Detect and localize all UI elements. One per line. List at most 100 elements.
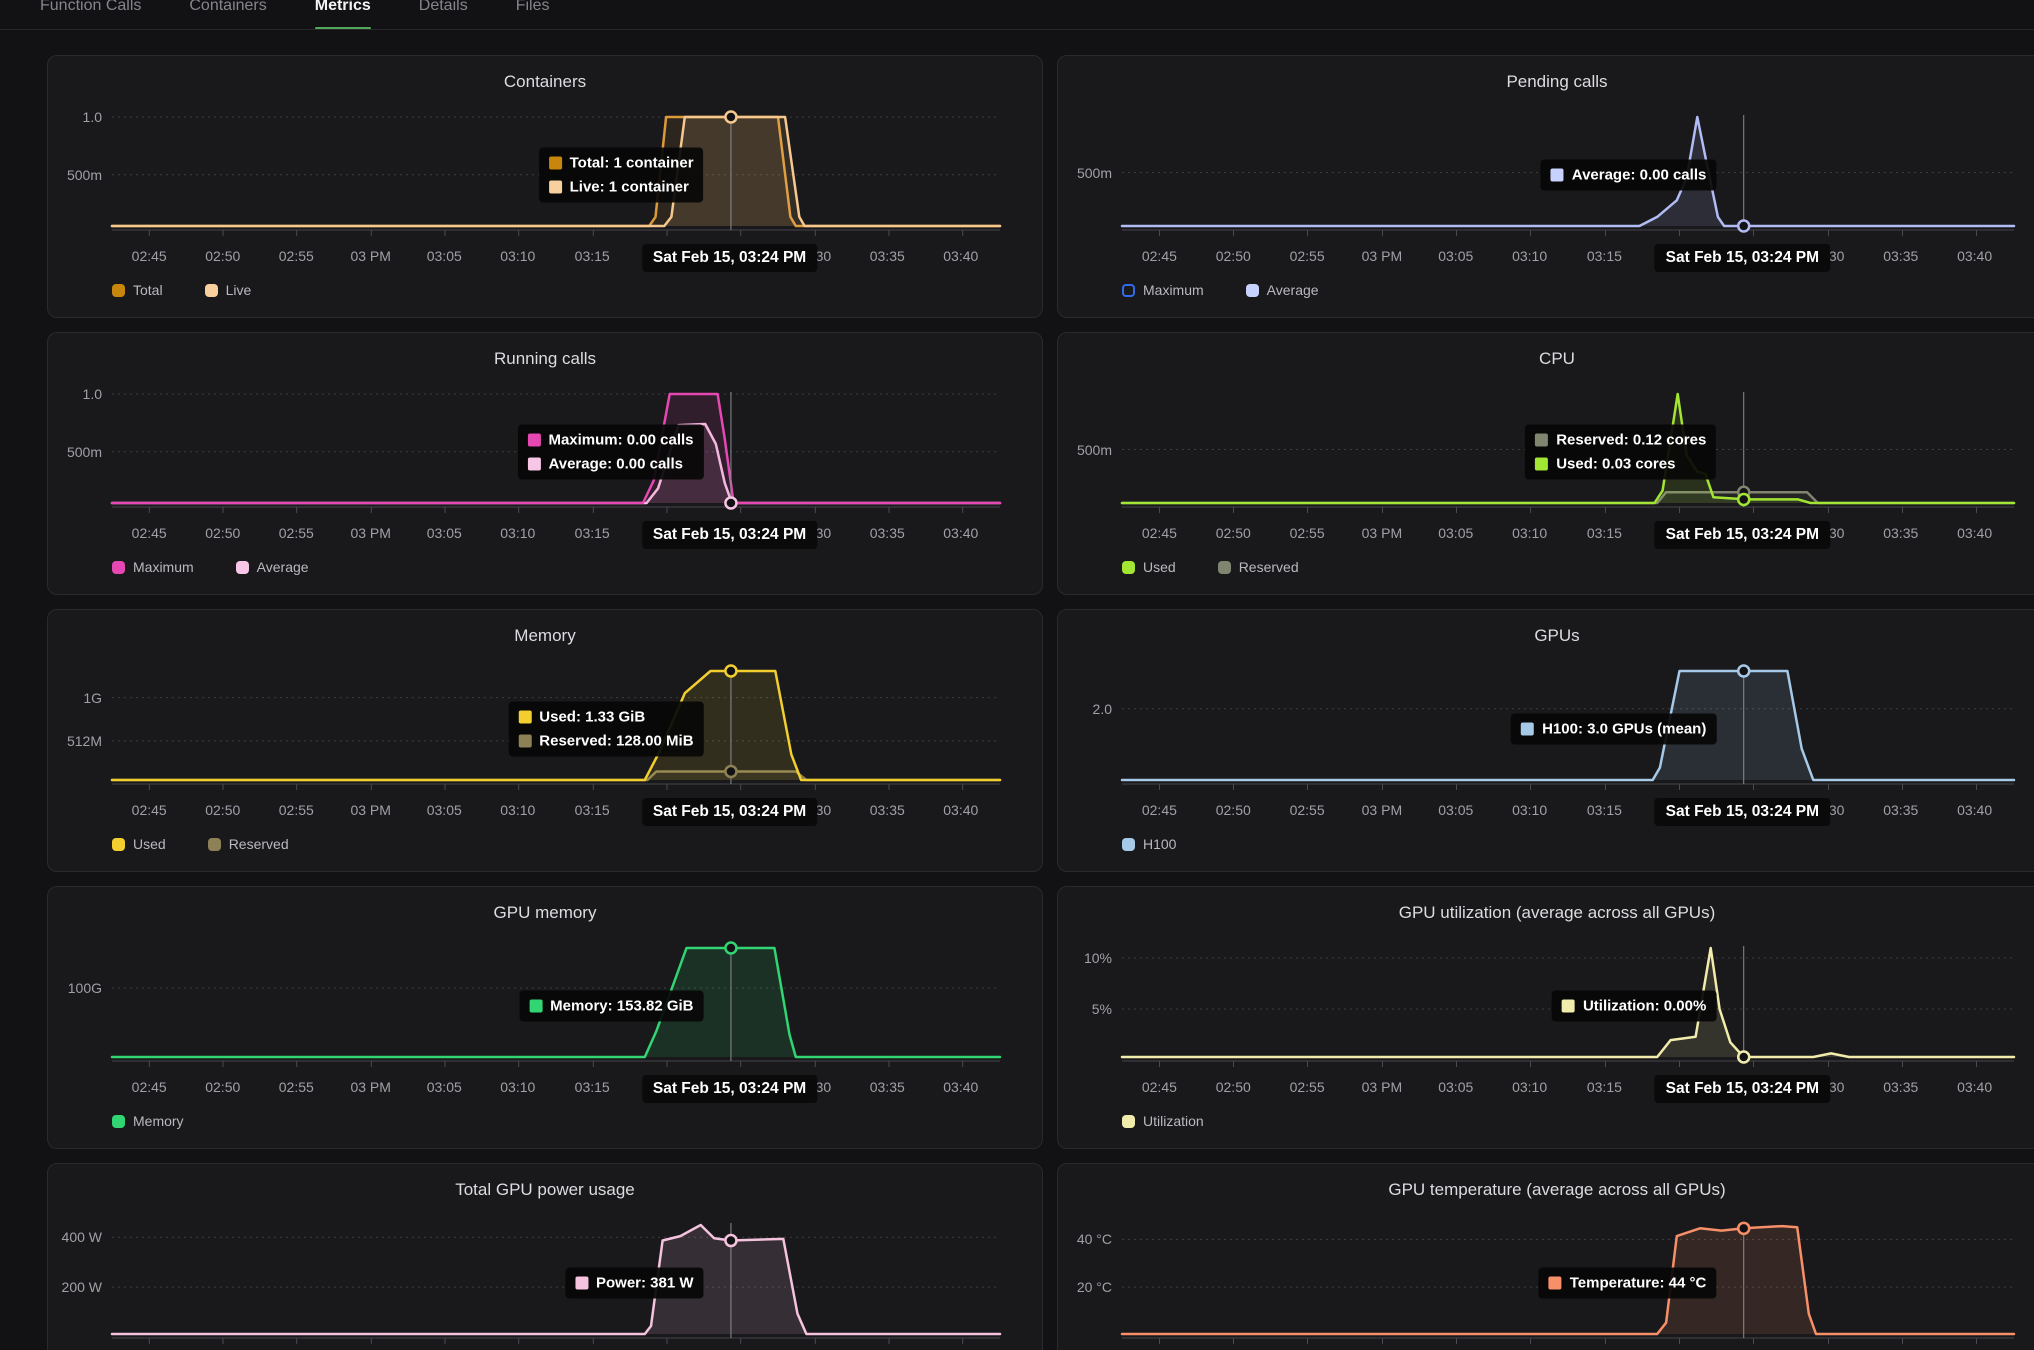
x-axis-label: 03:40	[943, 1079, 979, 1095]
chart-canvas	[110, 392, 1002, 513]
legend-label: Total	[133, 282, 163, 298]
tooltip-text: H100: 3.0 GPUs (mean)	[1542, 720, 1707, 738]
x-axis-label: 02:50	[1215, 248, 1251, 264]
chart-card-gpu-power: Total GPU power usage 400 W 200 W Power: 38…	[47, 1163, 1043, 1350]
chart-plot-gpu-temperature[interactable]: Temperature: 44 °C	[1120, 1221, 2016, 1345]
tab-function-calls[interactable]: Function Calls	[40, 0, 141, 29]
legend-swatch-icon	[207, 837, 221, 851]
crosshair-date-tooltip: Sat Feb 15, 03:24 PM	[641, 798, 818, 826]
tooltip-text: Reserved: 128.00 MiB	[539, 732, 694, 750]
x-axis-label: 02:45	[131, 802, 167, 818]
x-axis-label: 03:40	[1957, 802, 1993, 818]
chart-plot-running-calls[interactable]: Maximum: 0.00 calls Average: 0.00 calls	[110, 390, 1002, 514]
x-axis-label: 03:35	[1883, 802, 1919, 818]
x-axis-label: 02:55	[278, 248, 314, 264]
chart-plot-gpus[interactable]: H100: 3.0 GPUs (mean)	[1120, 664, 2016, 791]
y-axis-label: 200 W	[61, 1279, 102, 1296]
tab-details[interactable]: Details	[419, 0, 468, 29]
chart-plot-memory[interactable]: Used: 1.33 GiB Reserved: 128.00 MiB	[110, 664, 1002, 791]
x-axis-label: 03 PM	[1361, 248, 1403, 264]
legend-swatch-icon	[1122, 283, 1135, 297]
series-swatch-icon	[1550, 168, 1564, 182]
chart-canvas	[1120, 664, 2016, 790]
tab-label: Files	[515, 0, 550, 14]
legend-swatch-icon	[112, 1114, 125, 1128]
charts-grid: Containers 1.0 500m Total: 1 container Live:…	[47, 55, 2034, 1350]
x-axis-label: 03 PM	[350, 802, 391, 818]
chart-plot-gpu-utilization[interactable]: Utilization: 0.00%	[1120, 944, 2016, 1068]
chart-title: GPUs	[1534, 626, 1580, 645]
legend-item-average[interactable]: Average	[235, 559, 309, 575]
tab-containers[interactable]: Containers	[189, 0, 266, 29]
legend-item-reserved[interactable]: Reserved	[1217, 559, 1299, 575]
legend-item-total[interactable]: Total	[112, 282, 163, 298]
x-axis-label: 03:15	[574, 525, 610, 541]
y-axis-label: 500m	[1076, 441, 1112, 458]
legend-item-maximum[interactable]: Maximum	[112, 559, 194, 575]
y-axis-label: 1.0	[82, 386, 102, 402]
chart-plot-containers[interactable]: Total: 1 container Live: 1 container	[110, 110, 1002, 237]
chart-title: Total GPU power usage	[455, 1180, 635, 1199]
y-axis-label: 20 °C	[1076, 1279, 1112, 1296]
tab-metrics[interactable]: Metrics	[314, 0, 371, 29]
chart-card-pending-calls: Pending calls 500m Average: 0.00 calls 02:4…	[1057, 55, 2034, 318]
x-axis-label: 02:45	[1141, 802, 1177, 818]
legend-item-memory[interactable]: Memory	[112, 1113, 184, 1129]
chart-legend: Total Live	[112, 282, 251, 298]
chart-legend: Used Reserved	[1122, 559, 1299, 575]
legend-item-used[interactable]: Used	[112, 836, 166, 852]
x-axis-label: 03:05	[426, 525, 462, 541]
x-axis-label: 03:05	[426, 248, 462, 264]
crosshair-date-tooltip: Sat Feb 15, 03:24 PM	[1654, 521, 1830, 549]
chart-plot-cpu[interactable]: Reserved: 0.12 cores Used: 0.03 cores	[1120, 390, 2016, 514]
series-swatch-icon	[575, 1276, 588, 1290]
series-swatch-icon	[1521, 722, 1535, 736]
legend-item-h100[interactable]: H100	[1122, 836, 1176, 852]
tab-files[interactable]: Files	[515, 0, 550, 29]
y-axis-label: 100G	[67, 979, 102, 996]
x-axis-label: 03 PM	[1361, 525, 1403, 541]
value-tooltip: H100: 3.0 GPUs (mean)	[1511, 713, 1717, 745]
chart-plot-pending-calls[interactable]: Average: 0.00 calls	[1120, 113, 2016, 237]
legend-swatch-icon	[112, 283, 125, 297]
x-axis-label: 03:15	[1586, 525, 1622, 541]
tooltip-row: Live: 1 container	[548, 179, 694, 196]
legend-item-reserved[interactable]: Reserved	[207, 836, 289, 852]
x-axis-label: 03:15	[1586, 1079, 1622, 1095]
legend-label: Reserved	[1238, 559, 1299, 575]
legend-item-utilization[interactable]: Utilization	[1122, 1113, 1204, 1129]
x-axis-label: 03:05	[1438, 802, 1474, 818]
tooltip-row: Reserved: 0.12 cores	[1535, 432, 1706, 449]
x-axis-label: 03:10	[1512, 525, 1548, 541]
x-axis-label: 03:05	[426, 802, 462, 818]
chart-plot-gpu-power[interactable]: Power: 381 W	[110, 1221, 1002, 1345]
tooltip-text: Memory: 153.82 GiB	[550, 997, 694, 1015]
x-axis-label: 03:05	[426, 1079, 462, 1095]
y-axis-label: 1G	[83, 689, 102, 706]
x-axis-label: 03 PM	[350, 525, 391, 541]
legend-label: Utilization	[1143, 1113, 1204, 1129]
series-swatch-icon	[1561, 999, 1575, 1013]
series-swatch-icon	[527, 433, 541, 447]
legend-item-average[interactable]: Average	[1245, 282, 1319, 298]
tooltip-row: Utilization: 0.00%	[1561, 998, 1706, 1015]
x-axis-label: 03 PM	[350, 248, 391, 264]
legend-item-maximum[interactable]: Maximum	[1122, 282, 1204, 298]
x-axis-label: 03:15	[574, 1079, 610, 1095]
chart-card-containers: Containers 1.0 500m Total: 1 container Live:…	[47, 55, 1043, 318]
chart-title: GPU memory	[493, 903, 597, 922]
legend-label: Memory	[133, 1113, 184, 1129]
legend-item-used[interactable]: Used	[1122, 559, 1176, 575]
value-tooltip: Average: 0.00 calls	[1540, 159, 1717, 191]
y-axis-label: 2.0	[1092, 700, 1112, 717]
tooltip-text: Maximum: 0.00 calls	[548, 431, 694, 449]
crosshair-date-tooltip: Sat Feb 15, 03:24 PM	[641, 1075, 818, 1103]
chart-plot-gpu-memory[interactable]: Memory: 153.82 GiB	[110, 941, 1002, 1068]
x-axis-label: 02:45	[131, 1079, 167, 1095]
x-axis-label: 03:10	[1512, 802, 1548, 818]
legend-swatch-icon	[1217, 560, 1231, 574]
legend-item-live[interactable]: Live	[204, 282, 251, 298]
